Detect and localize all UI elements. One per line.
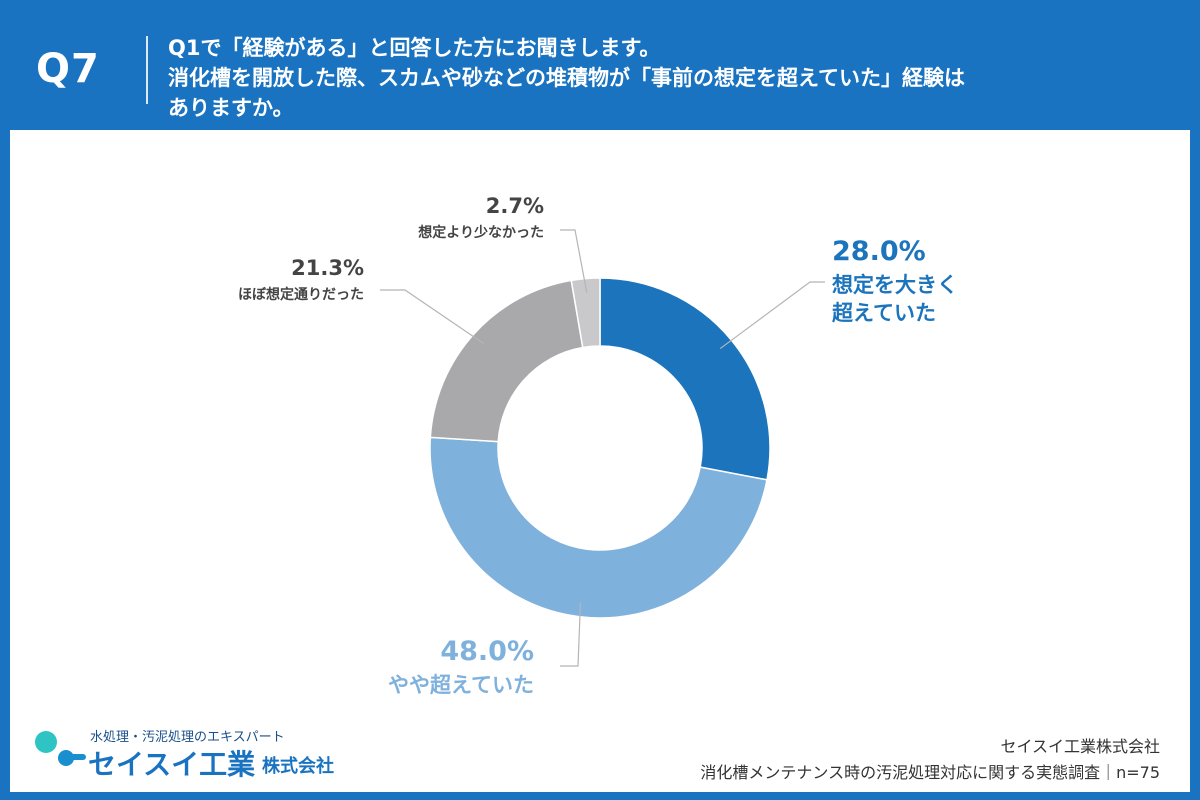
brand-tagline: 水処理・汚泥処理のエキスパート	[90, 730, 285, 745]
donut-slice	[570, 277, 601, 349]
slice-value-label: 48.0%	[440, 636, 534, 667]
question-line: ありますか。	[168, 96, 294, 120]
question-line: 消化槽を開放した際、スカムや砂などの堆積物が「事前の想定を超えていた」経験は	[168, 66, 965, 90]
brand-name: セイスイ工業	[88, 748, 256, 781]
slice-category-label: 超えていた	[832, 301, 936, 325]
leader-line	[719, 281, 825, 350]
slice-value-label: 2.7%	[486, 194, 544, 218]
header: Q7 Q1で「経験がある」と回答した方にお聞きします。 消化槽を開放した際、スカ…	[0, 0, 1200, 130]
brand-suffix: 株式会社	[262, 756, 334, 777]
chart-card	[10, 130, 1190, 792]
question-text: Q1で「経験がある」と回答した方にお聞きします。 消化槽を開放した際、スカムや砂…	[168, 33, 1168, 123]
donut-slice	[429, 436, 768, 619]
slice-category-label: 想定より少なかった	[417, 224, 544, 241]
survey-info: 消化槽メンテナンス時の汚泥処理対応に関する実態調査｜n=75	[700, 763, 1160, 782]
slice-value-label: 21.3%	[291, 256, 364, 280]
leader-line	[560, 229, 588, 293]
slice-value-label: 28.0%	[832, 236, 926, 267]
donut-slice	[599, 277, 771, 481]
leader-line	[560, 602, 582, 667]
brand-logo-icon	[35, 731, 86, 766]
footer-source: セイスイ工業株式会社 消化槽メンテナンス時の汚泥処理対応に関する実態調査｜n=7…	[700, 734, 1160, 786]
header-divider	[146, 36, 148, 104]
slice-category-label: 想定を大きく	[832, 273, 958, 297]
company-name: セイスイ工業株式会社	[1000, 737, 1160, 756]
leader-line	[380, 289, 485, 345]
slice-category-label: ほぼ想定通りだった	[238, 286, 364, 303]
question-line: Q1で「経験がある」と回答した方にお聞きします。	[168, 36, 661, 60]
question-number: Q7	[36, 46, 100, 92]
slice-category-label: やや超えていた	[388, 673, 534, 697]
donut-slice	[429, 279, 584, 443]
